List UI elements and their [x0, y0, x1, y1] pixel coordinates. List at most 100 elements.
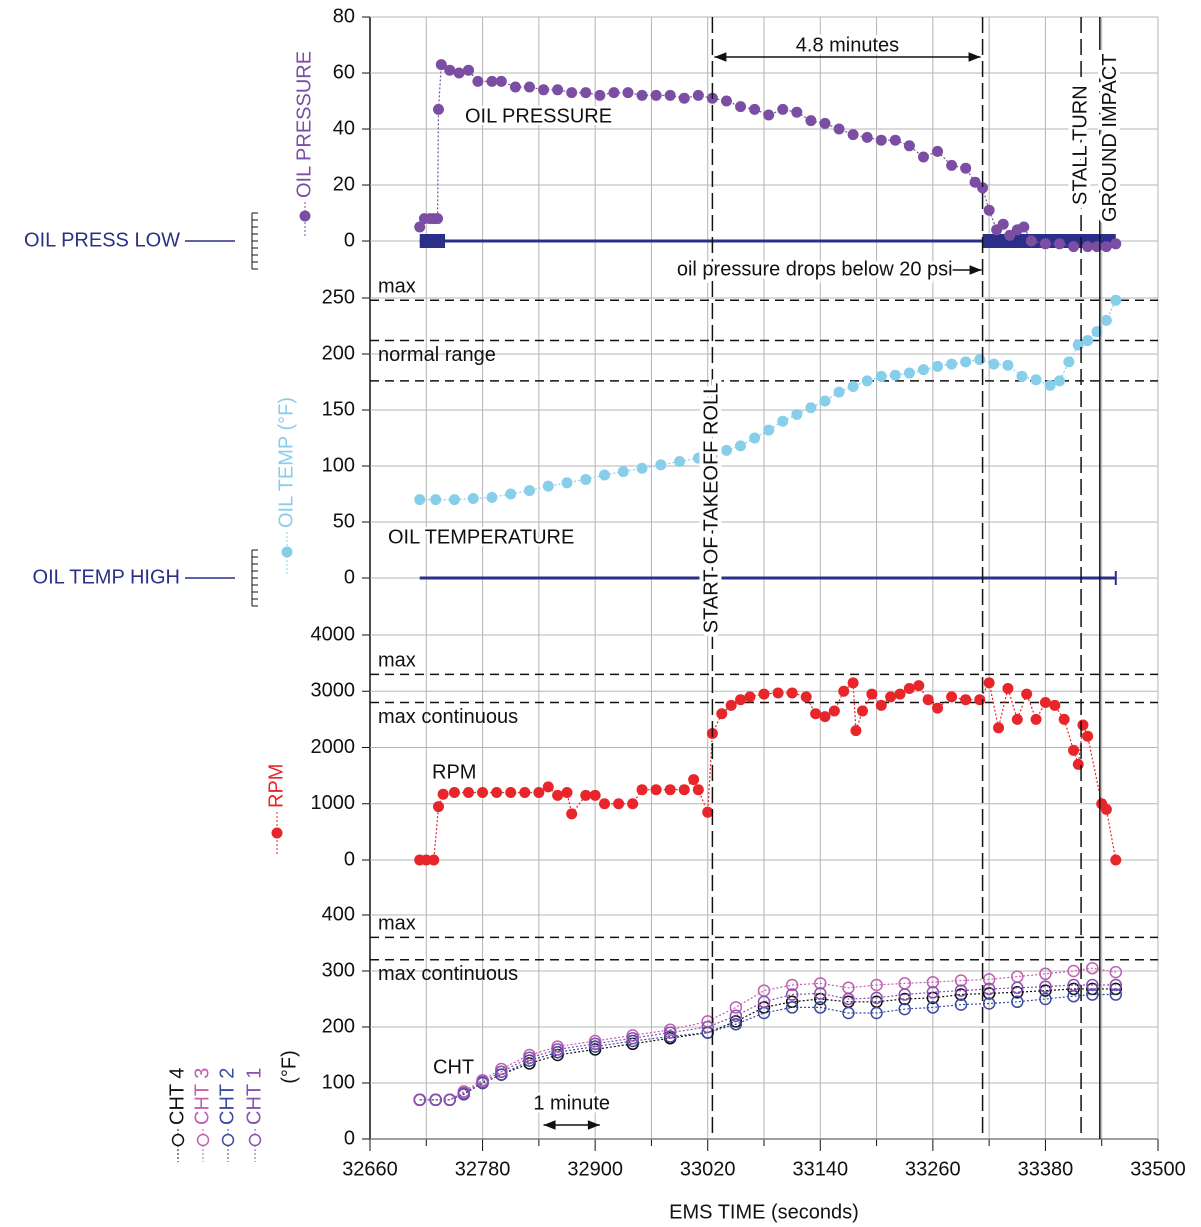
y-tick-label: 0	[344, 229, 355, 251]
y-tick-label: 50	[333, 510, 355, 532]
legend-marker	[196, 1133, 210, 1147]
data-point	[1054, 375, 1065, 387]
data-point	[599, 798, 611, 810]
y-tick-label: 250	[322, 286, 355, 308]
data-point	[505, 787, 517, 798]
data-point	[617, 466, 629, 478]
data-point	[720, 444, 732, 456]
data-point	[889, 134, 901, 146]
data-point	[1077, 719, 1089, 731]
data-point	[814, 1001, 827, 1014]
data-point	[1021, 688, 1033, 700]
y-tick-label: 2000	[311, 736, 356, 758]
data-point	[866, 688, 878, 700]
span-label: 4.8 minutes	[796, 34, 899, 56]
data-point	[763, 424, 775, 436]
data-point	[1030, 713, 1042, 725]
data-point	[1011, 981, 1024, 995]
data-point	[977, 182, 989, 194]
data-point	[983, 204, 995, 216]
data-point	[833, 386, 845, 398]
data-point	[1011, 713, 1023, 725]
data-point	[552, 789, 564, 801]
y-tick-label: 4000	[311, 623, 356, 645]
series-line	[419, 299, 1117, 501]
data-point	[814, 987, 827, 1000]
data-point	[842, 992, 855, 1006]
data-point	[636, 784, 648, 796]
data-point	[946, 358, 958, 370]
data-point	[430, 494, 442, 506]
legend-label: OIL PRESSURE	[293, 51, 315, 198]
data-point	[486, 75, 498, 87]
data-point	[875, 134, 887, 146]
data-point	[1067, 989, 1080, 1003]
data-point	[472, 75, 484, 87]
data-point	[1068, 241, 1080, 253]
data-point	[580, 473, 592, 485]
data-point	[1039, 980, 1052, 993]
y-tick-label: 100	[322, 1071, 355, 1093]
data-point	[757, 995, 771, 1009]
data-point	[903, 367, 915, 379]
data-point	[622, 87, 634, 99]
data-point	[917, 364, 929, 376]
legend-label: OIL TEMP (°F)	[275, 397, 297, 528]
data-point	[1068, 744, 1080, 756]
data-point	[1100, 803, 1112, 815]
data-point	[414, 221, 426, 233]
x-tick-label: 32780	[455, 1158, 511, 1180]
data-point	[997, 218, 1009, 230]
data-point	[898, 1002, 911, 1016]
data-point	[688, 774, 700, 786]
data-point	[870, 991, 883, 1005]
data-point	[476, 1075, 489, 1089]
x-tick-label: 32660	[342, 1158, 398, 1180]
data-point	[805, 115, 817, 127]
drop-label: oil pressure drops below 20 psi	[677, 258, 953, 280]
data-point	[847, 129, 859, 141]
data-point	[838, 685, 850, 697]
data-point	[655, 459, 667, 471]
data-point	[763, 109, 775, 121]
data-point	[566, 87, 578, 99]
data-point	[443, 1093, 456, 1107]
data-point	[1109, 965, 1123, 979]
data-point	[636, 89, 648, 101]
reference-label: max	[378, 276, 416, 298]
series-line	[419, 63, 1116, 248]
data-point	[678, 784, 690, 796]
y-tick-label: 1000	[311, 792, 356, 814]
data-point	[1039, 967, 1052, 981]
y-tick-label: 0	[344, 566, 355, 588]
data-point	[1011, 986, 1024, 999]
data-point	[1072, 339, 1084, 351]
event-label: START OF TAKEOFF ROLL	[701, 383, 723, 633]
series-line	[419, 993, 1116, 1101]
data-point	[1086, 978, 1099, 992]
data-point	[954, 998, 968, 1011]
data-point	[960, 694, 972, 706]
data-point	[533, 787, 545, 798]
data-point	[1086, 988, 1099, 1001]
data-point	[429, 1093, 442, 1107]
x-tick-label: 33020	[680, 1158, 736, 1180]
legend-label: CHT 2	[216, 1068, 238, 1125]
data-point	[744, 691, 756, 703]
data-point	[926, 1001, 940, 1014]
data-point	[1100, 314, 1112, 326]
series-line	[419, 967, 1116, 1101]
data-point	[664, 784, 676, 796]
data-point	[735, 101, 747, 113]
data-point	[982, 982, 996, 996]
data-point	[960, 162, 972, 174]
legend-marker	[299, 210, 311, 222]
y-tick-label: 400	[322, 903, 355, 925]
data-point	[954, 988, 968, 1001]
data-point	[847, 380, 859, 392]
data-point	[785, 1001, 799, 1014]
data-point	[875, 370, 887, 382]
x-axis-label: EMS TIME (seconds)	[669, 1201, 859, 1223]
legend-label: CHT 1	[243, 1068, 265, 1125]
reference-label: max	[378, 913, 416, 935]
